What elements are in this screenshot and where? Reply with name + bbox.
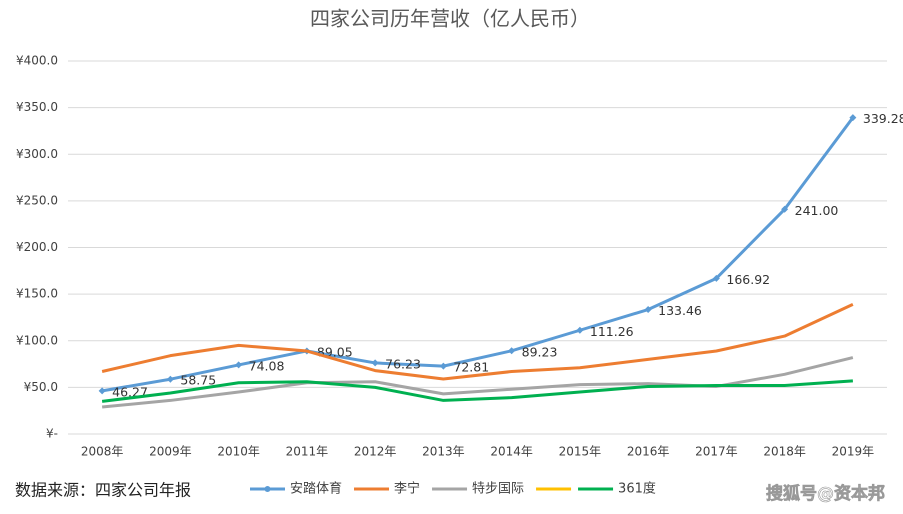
x-tick-label: 2014年 [490,445,533,459]
point-marker [439,362,447,370]
legend-marker [264,486,271,492]
data-label: 166.92 [726,272,770,287]
chart-title: 四家公司历年营收（亿人民币） [310,7,590,31]
legend-label: 特步国际 [472,482,524,497]
data-label: 74.08 [249,358,285,373]
x-tick-label: 2009年 [149,445,192,459]
x-tick-label: 2016年 [627,445,670,459]
data-label: 133.46 [658,303,702,318]
x-tick-label: 2013年 [422,445,465,459]
y-tick-label: ¥50.0 [24,380,58,394]
point-marker [576,326,584,334]
legend-label: 李宁 [394,481,420,497]
data-label: 58.75 [180,373,216,388]
series-line [101,116,855,393]
x-tick-label: 2011年 [286,445,329,459]
data-label: 89.05 [317,344,353,359]
y-tick-label: ¥300.0 [16,147,58,161]
series-line [101,303,854,381]
data-label: 111.26 [590,324,634,339]
data-label: 339.28 [863,111,903,126]
source-note: 数据来源：四家公司年报 [15,481,191,500]
y-tick-label: ¥200.0 [16,240,58,254]
point-marker [712,274,720,282]
y-tick-label: ¥250.0 [16,193,58,207]
x-tick-label: 2010年 [217,445,260,459]
point-marker [644,306,652,314]
x-tick-label: 2017年 [695,445,738,459]
point-marker [508,347,516,355]
point-marker [849,114,857,122]
y-tick-label: ¥100.0 [16,333,58,347]
series-line [101,379,853,403]
data-label: 89.23 [522,344,558,359]
point-marker [98,387,106,395]
y-tick-label: ¥- [46,427,58,441]
x-tick-label: 2008年 [81,445,124,459]
x-tick-label: 2019年 [832,445,875,459]
data-label: 72.81 [453,360,489,375]
point-marker [235,361,243,369]
y-tick-label: ¥150.0 [16,287,58,301]
y-tick-label: ¥350.0 [16,100,58,114]
x-tick-label: 2018年 [763,445,806,459]
legend-label: 安踏体育 [290,481,342,497]
watermark: 搜狐号@资本邦 [766,483,885,504]
legend-label: 361度 [618,481,656,497]
data-label: 241.00 [795,203,839,218]
x-tick-label: 2012年 [354,445,397,459]
data-label: 76.23 [385,356,421,371]
point-marker [781,205,789,213]
x-tick-label: 2015年 [559,445,602,459]
point-marker [371,359,379,367]
y-tick-label: ¥400.0 [16,54,58,68]
point-marker [166,375,174,383]
